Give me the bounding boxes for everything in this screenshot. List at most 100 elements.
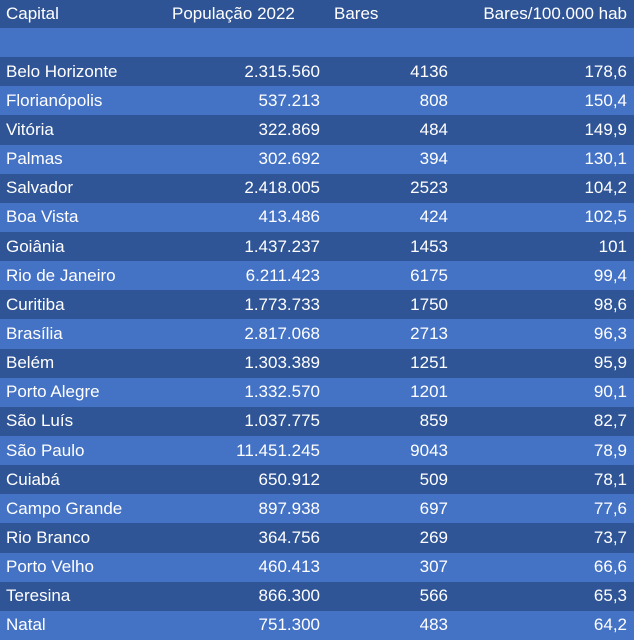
cell-bars: 808 xyxy=(419,90,448,110)
cell-bars: 859 xyxy=(419,411,448,431)
table-row: Florianópolis 537.213 808 150,4 xyxy=(0,86,634,116)
cell-capital: Cuiabá xyxy=(6,469,60,489)
cell-capital: Salvador xyxy=(6,178,74,198)
cell-bars: 6175 xyxy=(410,265,448,285)
cell-bars: 697 xyxy=(419,498,448,518)
cell-capital: Palmas xyxy=(6,149,63,169)
cell-bars-per-100k: 96,3 xyxy=(593,323,627,343)
cell-population: 1.773.733 xyxy=(244,294,320,314)
cell-population: 322.869 xyxy=(258,119,320,139)
cell-population: 537.213 xyxy=(258,90,320,110)
table-row: São Luís 1.037.775 859 82,7 xyxy=(0,406,634,436)
cell-bars-per-100k: 102,5 xyxy=(584,207,627,227)
cell-bars-per-100k: 104,2 xyxy=(584,178,627,198)
table-row: Brasília 2.817.068 2713 96,3 xyxy=(0,319,634,349)
cell-bars-per-100k: 65,3 xyxy=(593,586,627,606)
table-row: Salvador 2.418.005 2523 104,2 xyxy=(0,173,634,203)
cell-population: 302.692 xyxy=(258,149,320,169)
header-capital: Capital xyxy=(6,4,59,23)
cell-bars: 483 xyxy=(419,615,448,635)
cell-bars: 1453 xyxy=(410,236,448,256)
cell-population: 11.451.245 xyxy=(236,440,320,460)
cell-population: 460.413 xyxy=(258,557,320,577)
cell-population: 1.037.775 xyxy=(244,411,320,431)
cell-bars-per-100k: 178,6 xyxy=(584,61,627,81)
cell-bars: 394 xyxy=(419,149,448,169)
cell-bars: 307 xyxy=(419,557,448,577)
cell-capital: São Paulo xyxy=(6,440,85,460)
table-row: Belo Horizonte 2.315.560 4136 178,6 xyxy=(0,57,634,87)
cell-bars-per-100k: 66,6 xyxy=(593,557,627,577)
cell-bars-per-100k: 150,4 xyxy=(584,90,627,110)
cell-capital: Vitória xyxy=(6,119,54,139)
cell-bars-per-100k: 130,1 xyxy=(584,149,627,169)
cell-bars-per-100k: 64,2 xyxy=(593,615,627,635)
cell-population: 1.332.570 xyxy=(244,382,320,402)
table-row: Boa Vista 413.486 424 102,5 xyxy=(0,202,634,232)
cell-bars-per-100k: 82,7 xyxy=(593,411,627,431)
cell-bars: 509 xyxy=(419,469,448,489)
cell-bars: 269 xyxy=(419,527,448,547)
cell-population: 1.437.237 xyxy=(244,236,320,256)
cell-bars: 9043 xyxy=(410,440,448,460)
cell-bars: 1201 xyxy=(410,382,448,402)
header-bars: Bares xyxy=(334,4,379,23)
cell-bars-per-100k: 95,9 xyxy=(593,353,627,373)
table-row: Campo Grande 897.938 697 77,6 xyxy=(0,494,634,524)
header-bars-per-100k: Bares/100.000 hab xyxy=(483,4,627,23)
cell-bars: 2523 xyxy=(410,178,448,198)
cell-population: 897.938 xyxy=(258,498,320,518)
cell-capital: Porto Velho xyxy=(6,557,94,577)
table-row: Rio de Janeiro 6.211.423 6175 99,4 xyxy=(0,261,634,291)
table-row: Palmas 302.692 394 130,1 xyxy=(0,144,634,174)
cell-capital: Goiânia xyxy=(6,236,65,256)
cell-capital: Curitiba xyxy=(6,294,65,314)
cell-bars: 424 xyxy=(419,207,448,227)
table-row: Porto Velho 460.413 307 66,6 xyxy=(0,552,634,582)
cell-population: 2.315.560 xyxy=(244,61,320,81)
table-row: Vitória 322.869 484 149,9 xyxy=(0,115,634,145)
cell-population: 866.300 xyxy=(258,586,320,606)
cell-bars: 4136 xyxy=(410,61,448,81)
cell-bars: 566 xyxy=(419,586,448,606)
cell-capital: São Luís xyxy=(6,411,74,431)
table-row: São Paulo 11.451.245 9043 78,9 xyxy=(0,435,634,466)
cell-capital: Rio Branco xyxy=(6,527,91,547)
cell-capital: Rio de Janeiro xyxy=(6,265,116,285)
cell-bars-per-100k: 101 xyxy=(598,236,627,256)
cell-capital: Campo Grande xyxy=(6,498,123,518)
cell-capital: Teresina xyxy=(6,586,71,606)
table-row: Porto Alegre 1.332.570 1201 90,1 xyxy=(0,377,634,407)
header-population: População 2022 xyxy=(172,4,295,23)
cell-bars-per-100k: 90,1 xyxy=(593,382,627,402)
cell-population: 1.303.389 xyxy=(244,353,320,373)
cell-capital: Brasília xyxy=(6,323,63,343)
cell-population: 650.912 xyxy=(258,469,320,489)
cell-population: 2.817.068 xyxy=(244,323,320,343)
table-body: Belo Horizonte 2.315.560 4136 178,6 Florianó… xyxy=(0,57,634,640)
cell-bars-per-100k: 98,6 xyxy=(593,294,627,314)
header-row: Capital População 2022 Bares Bares/100.0… xyxy=(0,0,634,28)
table-row: Cuiabá 650.912 509 78,1 xyxy=(0,465,634,495)
cell-capital: Porto Alegre xyxy=(6,382,100,402)
empty-row xyxy=(0,28,634,58)
table-row: Rio Branco 364.756 269 73,7 xyxy=(0,523,634,553)
cell-bars: 484 xyxy=(419,119,448,139)
cell-population: 751.300 xyxy=(258,615,320,635)
table-row: Teresina 866.300 566 65,3 xyxy=(0,581,634,611)
cell-bars: 1251 xyxy=(410,353,448,373)
cell-bars-per-100k: 73,7 xyxy=(593,527,627,547)
table-row: Goiânia 1.437.237 1453 101 xyxy=(0,231,634,262)
cell-capital: Belo Horizonte xyxy=(6,61,118,81)
cell-bars-per-100k: 78,9 xyxy=(593,440,627,460)
cell-capital: Belém xyxy=(6,353,55,373)
cell-bars: 1750 xyxy=(410,294,448,314)
cell-population: 2.418.005 xyxy=(244,178,320,198)
cell-capital: Florianópolis xyxy=(6,90,103,110)
cell-bars-per-100k: 77,6 xyxy=(593,498,627,518)
cell-bars-per-100k: 78,1 xyxy=(593,469,627,489)
table-row: Belém 1.303.389 1251 95,9 xyxy=(0,348,634,378)
cell-capital: Natal xyxy=(6,615,46,635)
table-row: Natal 751.300 483 64,2 xyxy=(0,610,634,640)
